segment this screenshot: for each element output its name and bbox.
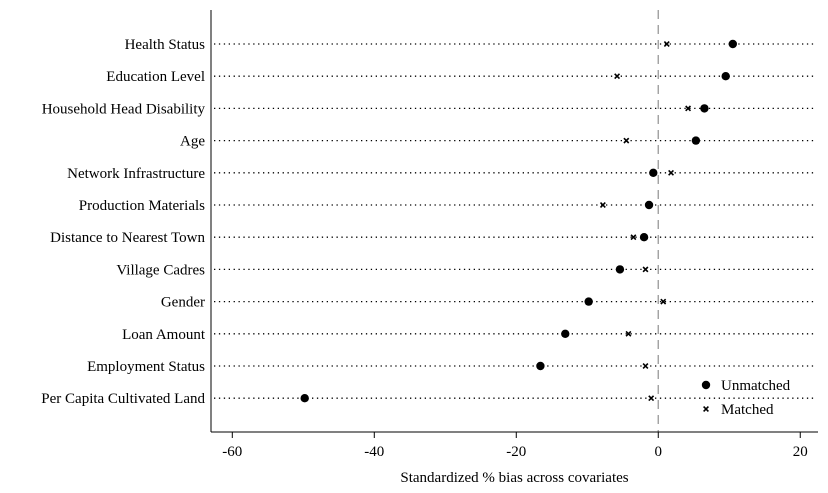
category-label: Household Head Disability xyxy=(42,101,206,117)
category-label: Network Infrastructure xyxy=(67,166,205,182)
category-label: Distance to Nearest Town xyxy=(50,230,205,246)
legend-matched-symbol xyxy=(703,406,709,412)
category-label: Health Status xyxy=(125,37,206,53)
legend-label: Unmatched xyxy=(721,378,791,394)
unmatched-point xyxy=(584,297,593,306)
x-tick-label: 20 xyxy=(793,444,808,460)
matched-point xyxy=(614,73,621,80)
matched-point xyxy=(642,363,649,369)
x-axis-title: Standardized % bias across covariates xyxy=(400,470,628,486)
matched-point xyxy=(660,298,667,305)
unmatched-point xyxy=(536,361,545,371)
matched-point xyxy=(625,330,632,337)
category-label: Village Cadres xyxy=(116,262,205,278)
unmatched-point xyxy=(300,394,309,403)
unmatched-point xyxy=(728,39,738,49)
unmatched-point xyxy=(721,72,730,81)
category-label: Age xyxy=(180,134,205,150)
legend-unmatched-symbol xyxy=(701,380,711,390)
unmatched-point xyxy=(691,136,701,145)
unmatched-point xyxy=(615,265,625,274)
category-label: Production Materials xyxy=(79,198,205,214)
category-label: Per Capita Cultivated Land xyxy=(41,391,205,407)
legend-label: Matched xyxy=(721,402,774,418)
legend: Unmatched Matched xyxy=(701,378,791,418)
category-label: Gender xyxy=(161,295,205,311)
matched-point xyxy=(648,395,655,402)
matched-point xyxy=(663,41,670,47)
matched-point xyxy=(668,169,675,176)
matched-point xyxy=(642,266,649,273)
matched-point xyxy=(630,234,637,241)
unmatched-point xyxy=(644,200,654,210)
matched-point xyxy=(685,105,692,112)
data-marks xyxy=(300,39,738,403)
category-label: Loan Amount xyxy=(122,327,206,343)
category-label: Education Level xyxy=(106,69,205,85)
unmatched-point xyxy=(561,329,570,338)
matched-point xyxy=(623,137,630,144)
category-rows: Health Status Education Level Household He… xyxy=(41,37,816,407)
x-tick-label: -60 xyxy=(222,444,242,460)
x-tick-label: -40 xyxy=(364,444,384,460)
category-label: Employment Status xyxy=(87,359,205,375)
x-tick-label: 0 xyxy=(655,444,663,460)
unmatched-point xyxy=(649,168,658,177)
x-axis-ticks: -60 -40 -20 0 20 xyxy=(222,432,808,460)
matched-point xyxy=(599,202,606,208)
x-tick-label: -20 xyxy=(506,444,526,460)
unmatched-point xyxy=(700,104,709,113)
unmatched-point xyxy=(639,233,649,242)
